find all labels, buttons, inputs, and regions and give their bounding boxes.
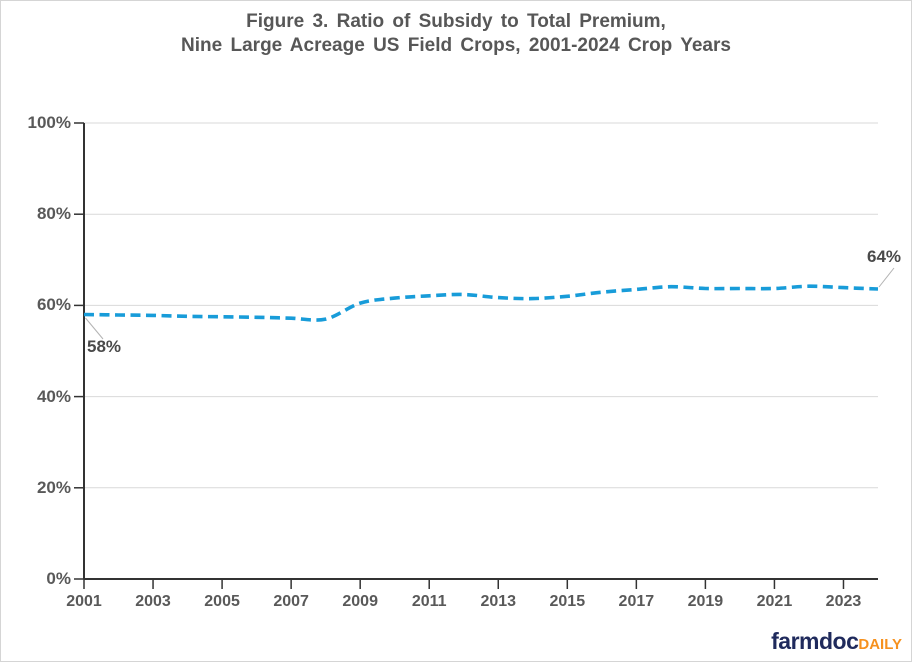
chart-title-line2: Nine Large Acreage US Field Crops, 2001-… (181, 35, 731, 56)
x-axis-label: 2003 (135, 593, 171, 610)
y-axis-label: 60% (36, 295, 71, 315)
y-axis-label: 40% (36, 386, 71, 406)
x-axis-label: 2011 (411, 593, 447, 610)
annotation-leader-line (878, 267, 895, 288)
x-axis-label: 2001 (66, 593, 102, 610)
y-axis-label: 100% (27, 113, 71, 132)
y-axis-label: 80% (36, 204, 71, 224)
x-axis-label: 2007 (273, 593, 309, 610)
x-axis-label: 2015 (549, 593, 586, 610)
x-axis-label: 2021 (756, 593, 793, 610)
annotation-start-value: 58% (87, 337, 122, 356)
series-dashed-line (83, 284, 879, 322)
y-axis-label: 20% (36, 477, 71, 497)
x-axis-label: 2005 (204, 593, 240, 610)
chart-title-line1: Figure 3. Ratio of Subsidy to Total Prem… (246, 11, 666, 32)
chart-title: Figure 3. Ratio of Subsidy to Total Prem… (1, 10, 911, 58)
x-axis-label: 2019 (687, 593, 724, 610)
x-axis-label: 2023 (825, 593, 862, 610)
daily-wordmark: DAILY (858, 636, 902, 653)
farmdoc-daily-logo: farmdoc DAILY (771, 628, 902, 655)
x-axis-label: 2017 (618, 593, 655, 610)
x-axis-label: 2009 (342, 593, 378, 610)
x-axis-label: 2013 (480, 593, 517, 610)
annotation-end-value: 64% (867, 247, 902, 266)
y-axis-label: 0% (46, 569, 71, 588)
farmdoc-wordmark: farmdoc (771, 628, 859, 654)
annotation-leader-line (85, 317, 104, 340)
